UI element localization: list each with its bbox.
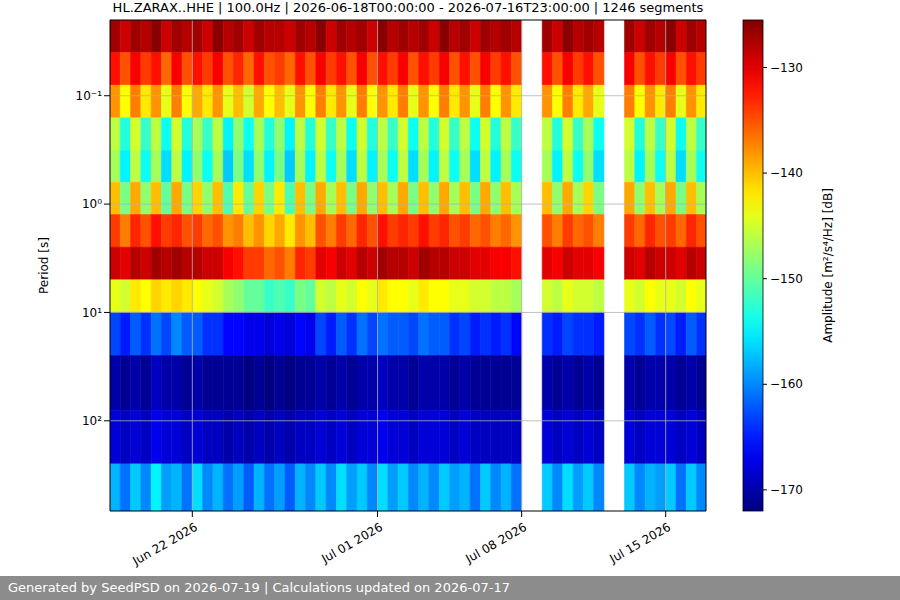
svg-text:−140: −140 (770, 166, 803, 180)
svg-text:−150: −150 (770, 272, 803, 286)
html-text:HL.ZARAX..HHE | 100.0Hz | 2026: HL.ZARAX..HHE | 100.0Hz | 2026-06-18T00:… (112, 0, 704, 15)
svg-text:−160: −160 (770, 377, 803, 391)
svg-text:10¹: 10¹ (82, 306, 102, 320)
svg-text:10⁰: 10⁰ (82, 197, 102, 211)
svg-text:−170: −170 (770, 483, 803, 497)
html-text:Generated by SeedPSD on 2026-0: Generated by SeedPSD on 2026-07-19 | Cal… (8, 580, 510, 595)
svg-text:Jun 22 2026: Jun 22 2026 (129, 520, 199, 569)
svg-text:10⁻¹: 10⁻¹ (76, 89, 103, 103)
svg-text:Jul 15 2026: Jul 15 2026 (607, 520, 674, 567)
svg-text:Amplitude [m²/s⁴/Hz] [dB]: Amplitude [m²/s⁴/Hz] [dB] (821, 188, 835, 343)
svg-text:Jul 01 2026: Jul 01 2026 (318, 520, 385, 567)
svg-text:Jul 08 2026: Jul 08 2026 (462, 520, 529, 567)
svg-text:Period [s]: Period [s] (37, 237, 51, 294)
svg-text:10²: 10² (82, 414, 102, 428)
svg-text:−130: −130 (770, 61, 803, 75)
